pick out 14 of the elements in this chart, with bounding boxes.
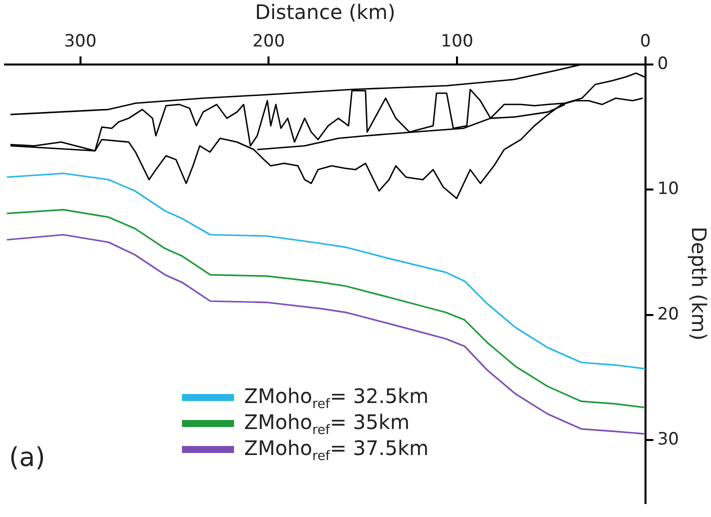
- annotation: (a): [9, 442, 46, 473]
- x-axis-title: Distance (km): [254, 0, 396, 24]
- y-tick-label: 30: [657, 430, 680, 450]
- x-tick-label: 100: [440, 32, 474, 52]
- y-tick-label: 10: [657, 179, 680, 200]
- x-tick-label: 0: [640, 32, 651, 52]
- y-tick-label: 0: [657, 54, 668, 74]
- legend-label: ZMoho$_{ref}$= 35km: [244, 410, 410, 438]
- y-tick-label: 20: [657, 304, 680, 324]
- x-tick-label: 300: [64, 32, 97, 52]
- legend-label: ZMoho$_{ref}$= 37.5km: [244, 436, 429, 464]
- legend-label: ZMoho$_{ref}$= 32.5km: [244, 384, 429, 412]
- x-tick-label: 200: [252, 32, 285, 52]
- y-axis-title: Depth (km): [686, 226, 711, 341]
